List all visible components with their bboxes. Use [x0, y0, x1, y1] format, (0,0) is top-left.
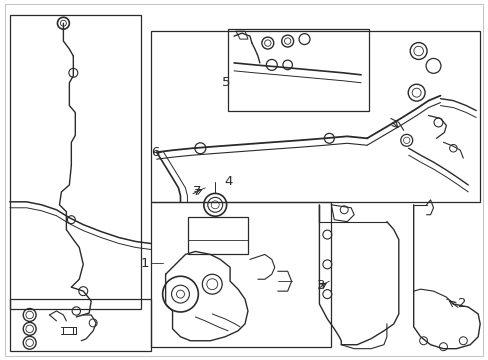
- Text: 3: 3: [316, 279, 325, 292]
- Bar: [150, 31, 479, 202]
- Bar: [150, 202, 331, 347]
- Bar: [10, 15, 141, 309]
- Text: 1: 1: [140, 257, 148, 270]
- Text: 2: 2: [457, 297, 466, 310]
- Text: 4: 4: [224, 175, 232, 189]
- Bar: [10, 299, 150, 351]
- Text: 5: 5: [221, 76, 230, 89]
- Bar: [228, 29, 368, 111]
- Text: 6: 6: [150, 146, 159, 159]
- Bar: [188, 217, 247, 255]
- Text: 7: 7: [192, 185, 201, 198]
